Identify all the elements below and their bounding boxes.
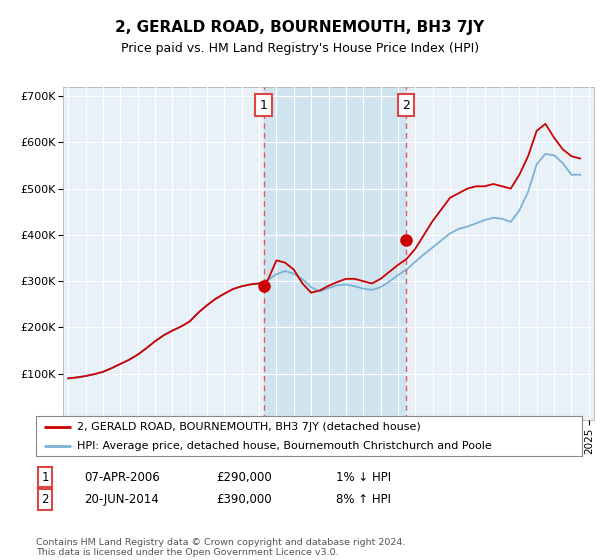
Text: £390,000: £390,000: [216, 493, 272, 506]
Text: Contains HM Land Registry data © Crown copyright and database right 2024.
This d: Contains HM Land Registry data © Crown c…: [36, 538, 406, 557]
Text: 2: 2: [402, 99, 410, 111]
Text: 2: 2: [41, 493, 49, 506]
Text: 1: 1: [260, 99, 268, 111]
Bar: [264, 87, 406, 420]
Text: £290,000: £290,000: [216, 470, 272, 484]
Text: 20-JUN-2014: 20-JUN-2014: [84, 493, 159, 506]
Text: 07-APR-2006: 07-APR-2006: [84, 470, 160, 484]
Text: HPI: Average price, detached house, Bournemouth Christchurch and Poole: HPI: Average price, detached house, Bour…: [77, 441, 492, 450]
Text: 2, GERALD ROAD, BOURNEMOUTH, BH3 7JY (detached house): 2, GERALD ROAD, BOURNEMOUTH, BH3 7JY (de…: [77, 422, 421, 432]
Text: 2, GERALD ROAD, BOURNEMOUTH, BH3 7JY: 2, GERALD ROAD, BOURNEMOUTH, BH3 7JY: [115, 20, 485, 35]
Text: 1% ↓ HPI: 1% ↓ HPI: [336, 470, 391, 484]
Text: 8% ↑ HPI: 8% ↑ HPI: [336, 493, 391, 506]
Text: Price paid vs. HM Land Registry's House Price Index (HPI): Price paid vs. HM Land Registry's House …: [121, 42, 479, 55]
Text: 1: 1: [41, 470, 49, 484]
